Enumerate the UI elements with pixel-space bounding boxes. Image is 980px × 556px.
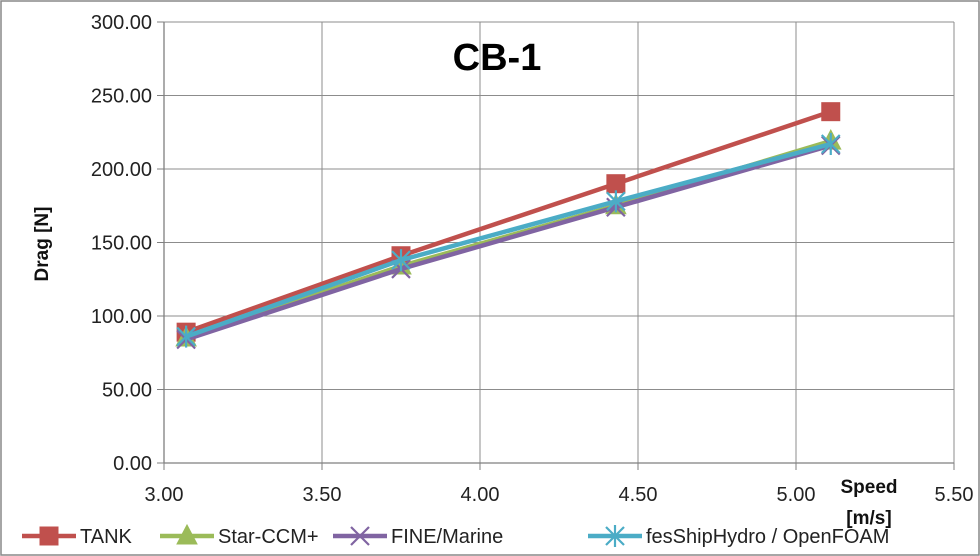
legend-label-fine-marine: FINE/Marine: [391, 526, 503, 548]
x-tick-label: 5.00: [777, 484, 816, 506]
data-point-fesshiphydro-openfoam: [391, 249, 411, 272]
x-axis-title-line1: Speed: [840, 477, 897, 498]
legend-label-fesshiphydro-openfoam: fesShipHydro / OpenFOAM: [646, 526, 889, 548]
series-line-fine-marine: [185, 143, 832, 342]
y-tick-label: 300.00: [91, 12, 152, 34]
data-point-tank: [821, 102, 841, 122]
series-line-tank: [185, 109, 832, 335]
y-tick-label: 250.00: [91, 86, 152, 108]
legend-marker-tank: [39, 526, 59, 546]
data-point-fesshiphydro-openfoam: [606, 190, 626, 213]
legend-marker-fine-marine-stroke: [350, 526, 370, 546]
y-tick-label: 50.00: [102, 380, 152, 402]
y-axis-title: Drag [N]: [32, 207, 53, 282]
x-tick-label: 5.50: [935, 484, 974, 506]
y-tick-label: 0.00: [113, 453, 152, 475]
data-point-fesshiphydro-openfoam: [820, 133, 841, 156]
series-group: [175, 102, 842, 350]
y-tick-label: 150.00: [91, 233, 152, 255]
y-tick-label: 200.00: [91, 159, 152, 181]
legend-label-tank: TANK: [80, 526, 133, 548]
x-axis-title-line2: [m/s]: [846, 508, 891, 529]
x-tick-label: 4.50: [619, 484, 658, 506]
data-point-tank: [606, 174, 626, 194]
x-tick-label: 3.50: [303, 484, 342, 506]
legend-marker-star-ccm: [176, 523, 198, 545]
grid: [164, 21, 955, 463]
chart-title: CB-1: [453, 37, 542, 79]
x-tick-label: 4.00: [461, 484, 500, 506]
series-line-fesshiphydro-openfoam: [185, 141, 832, 339]
legend: TANK Star-CCM+ FINE/Marine fesShipHydro / O…: [22, 523, 889, 548]
legend-label-star-ccm: Star-CCM+: [218, 526, 319, 548]
axes: 0.00 50.00 100.00 150.00 200.00 250.00 300.00 3…: [91, 12, 974, 506]
data-point-fesshiphydro-openfoam: [176, 325, 196, 348]
legend-marker-fesshiphydro-openfoam: [605, 525, 625, 547]
y-tick-label: 100.00: [91, 306, 152, 328]
legend-marker-fine-marine: [350, 526, 370, 546]
x-tick-label: 3.00: [145, 484, 184, 506]
